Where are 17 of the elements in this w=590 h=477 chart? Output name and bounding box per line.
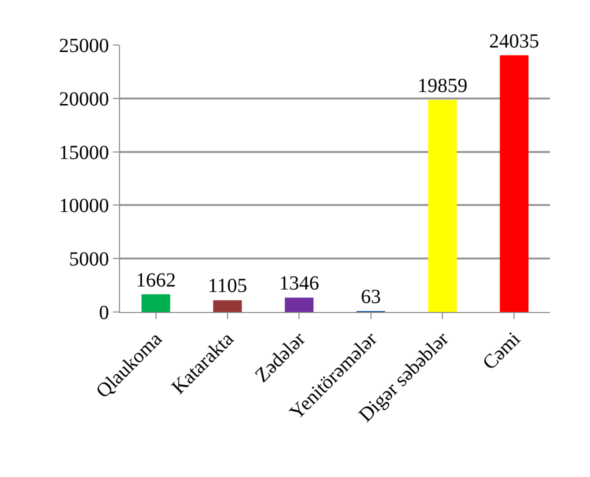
bar: [500, 55, 528, 312]
data-label: 24035: [489, 30, 540, 52]
y-tick-label: 0: [99, 302, 109, 324]
data-label: 19859: [418, 74, 468, 97]
data-label: 1105: [208, 275, 248, 298]
bar: [284, 298, 314, 312]
data-label: 63: [360, 286, 381, 308]
y-tick-label: 25000: [59, 35, 109, 57]
y-tick-label: 20000: [59, 88, 109, 110]
y-tick-label: 15000: [59, 142, 109, 164]
y-tick-label: 5000: [69, 248, 109, 271]
data-label: 1662: [136, 269, 176, 292]
bar: [213, 300, 242, 312]
data-label: 1346: [279, 272, 320, 295]
bar: [142, 294, 170, 312]
bar: [428, 100, 457, 312]
y-tick-label: 10000: [59, 195, 109, 218]
